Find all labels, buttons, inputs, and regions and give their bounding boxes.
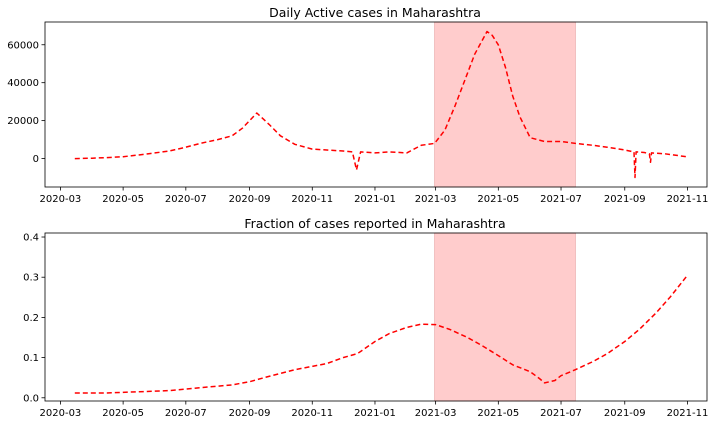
x-tick-label: 2021-09	[604, 194, 646, 205]
chart-title: Fraction of cases reported in Maharashtr…	[244, 216, 505, 231]
x-tick-label: 2021-01	[354, 194, 396, 205]
chart-fraction-reported: Fraction of cases reported in Maharashtr…	[23, 216, 708, 419]
axes-frame	[44, 21, 708, 188]
x-tick-label: 2020-07	[165, 408, 207, 419]
x-tick-label: 2021-11	[667, 408, 709, 419]
y-tick-label: 0	[33, 154, 39, 165]
x-tick-label: 2021-09	[604, 408, 646, 419]
axes-frame	[44, 232, 708, 402]
y-tick-label: 0.2	[23, 313, 39, 324]
chart-active-cases: Daily Active cases in Maharashtra 2020-0…	[7, 5, 708, 205]
x-tick-label: 2021-03	[415, 408, 457, 419]
x-tick-label: 2020-05	[102, 408, 144, 419]
plot-area: 2020-03 2020-05 2020-07 2020-09 2020-11 2021-…	[23, 233, 708, 419]
highlight-span	[434, 232, 576, 402]
chart-title: Daily Active cases in Maharashtra	[269, 5, 481, 20]
y-tick-label: 0.0	[23, 393, 39, 404]
x-tick-label: 2020-09	[229, 408, 271, 419]
x-tick-label: 2021-07	[540, 194, 582, 205]
x-tick-label: 2021-01	[354, 408, 396, 419]
x-tick-label: 2020-11	[291, 194, 333, 205]
x-tick-label: 2021-05	[477, 194, 519, 205]
y-tick-label: 0.4	[23, 233, 39, 244]
y-tick-label: 0.1	[23, 353, 39, 364]
plot-area: 2020-03 2020-05 2020-07 2020-09 2020-11 2021-…	[7, 21, 709, 205]
series-line	[74, 274, 689, 394]
x-tick-label: 2021-05	[477, 408, 519, 419]
y-tick-label: 40000	[7, 78, 39, 89]
y-tick-label: 0.3	[23, 273, 39, 284]
x-tick-label: 2021-07	[540, 408, 582, 419]
x-tick-label: 2020-07	[165, 194, 207, 205]
y-tick-label: 60000	[7, 40, 39, 51]
x-tick-label: 2020-11	[291, 408, 333, 419]
x-tick-label: 2020-03	[40, 194, 82, 205]
highlight-span	[434, 21, 576, 188]
y-tick-label: 20000	[7, 116, 39, 127]
x-tick-label: 2020-03	[40, 408, 82, 419]
x-tick-label: 2020-09	[229, 194, 271, 205]
x-tick-label: 2021-11	[667, 194, 709, 205]
x-tick-label: 2020-05	[102, 194, 144, 205]
x-tick-label: 2021-03	[415, 194, 457, 205]
series-line	[74, 30, 687, 179]
